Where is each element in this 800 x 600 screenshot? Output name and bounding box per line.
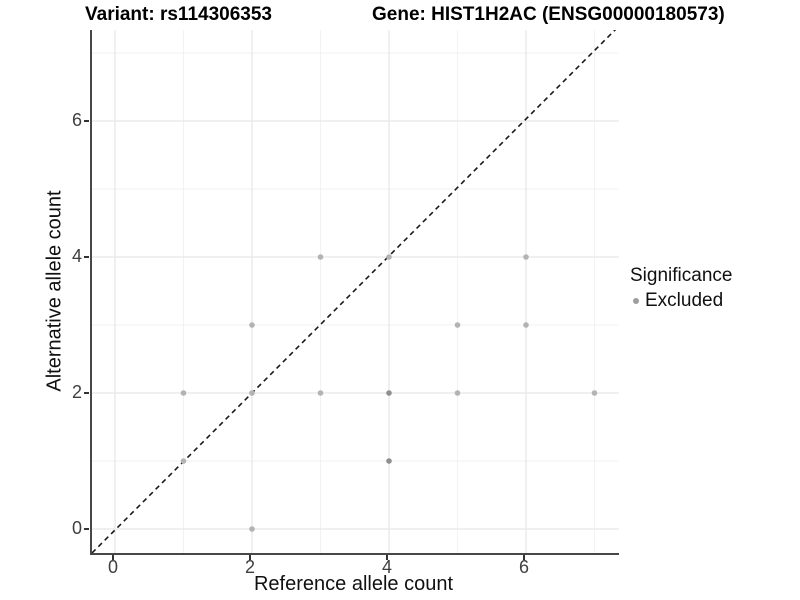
y-tick-mark (84, 256, 89, 258)
data-point (386, 458, 392, 464)
x-tick-mark (523, 555, 525, 560)
data-point (591, 390, 598, 396)
data-point (249, 322, 255, 328)
plot-panel (90, 30, 619, 555)
data-point (249, 526, 255, 532)
data-point (180, 390, 187, 396)
y-tick-label: 2 (71, 382, 82, 402)
x-tick-mark (386, 555, 388, 560)
x-tick-mark (249, 555, 251, 560)
y-tick-mark (84, 528, 89, 530)
data-point (523, 322, 529, 328)
y-tick-mark (84, 392, 89, 394)
legend-title: Significance (630, 265, 733, 286)
legend-item-excluded: Excluded (630, 290, 732, 312)
data-point (317, 254, 324, 260)
data-point (523, 254, 529, 260)
y-axis-title: Alternative allele count (43, 190, 66, 392)
y-tick-label: 4 (71, 246, 82, 266)
data-point (386, 390, 392, 396)
x-tick-label: 6 (518, 557, 529, 577)
x-axis-title: Reference allele count (253, 573, 453, 595)
data-point (180, 458, 187, 464)
data-point (386, 254, 392, 260)
identity-line (92, 30, 617, 553)
data-point (317, 390, 324, 396)
legend: Significance Excluded (630, 265, 732, 312)
gene-title: Gene: HIST1H2AC (ENSG00000180573) (372, 4, 725, 25)
x-tick-mark (112, 555, 114, 560)
data-point (454, 322, 461, 328)
x-tick-label: 2 (244, 557, 255, 577)
x-tick-label: 4 (381, 557, 392, 577)
y-tick-label: 0 (71, 518, 82, 538)
variant-title: Variant: rs114306353 (85, 4, 272, 25)
y-tick-label: 6 (71, 110, 82, 130)
scatter-plot-canvas (92, 30, 619, 553)
legend-item-label: Excluded (645, 290, 724, 311)
data-point (454, 390, 461, 396)
legend-point-icon (633, 298, 639, 304)
data-point (249, 390, 255, 396)
x-tick-label: 0 (107, 557, 118, 577)
y-tick-mark (84, 120, 89, 122)
